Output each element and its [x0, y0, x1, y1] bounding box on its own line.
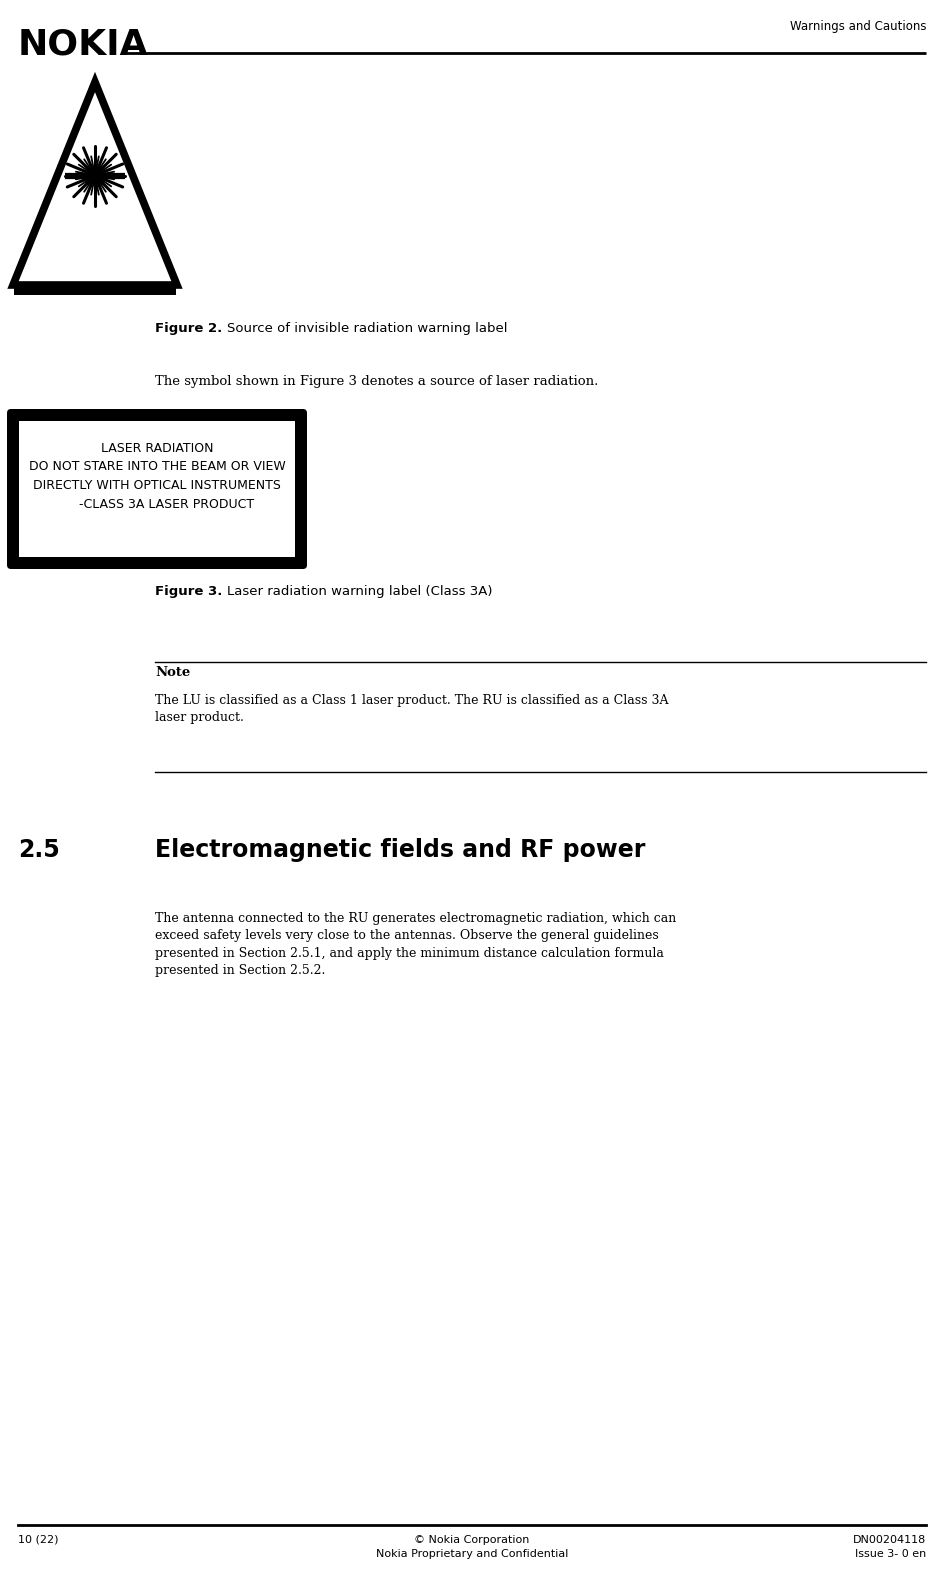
Text: The LU is classified as a Class 1 laser product. The RU is classified as a Class: The LU is classified as a Class 1 laser …: [155, 694, 668, 725]
FancyBboxPatch shape: [7, 409, 307, 570]
Text: Electromagnetic fields and RF power: Electromagnetic fields and RF power: [155, 838, 646, 862]
Text: DN00204118
Issue 3- 0 en: DN00204118 Issue 3- 0 en: [852, 1535, 926, 1559]
Text: Source of invisible radiation warning label: Source of invisible radiation warning la…: [227, 322, 508, 335]
Text: The symbol shown in Figure 3 denotes a source of laser radiation.: The symbol shown in Figure 3 denotes a s…: [155, 375, 598, 388]
Text: 10 (22): 10 (22): [18, 1535, 59, 1545]
Text: LASER RADIATION
DO NOT STARE INTO THE BEAM OR VIEW
DIRECTLY WITH OPTICAL INSTRUM: LASER RADIATION DO NOT STARE INTO THE BE…: [28, 442, 285, 511]
Text: Laser radiation warning label (Class 3A): Laser radiation warning label (Class 3A): [227, 586, 493, 598]
Circle shape: [91, 171, 99, 180]
Text: Figure 3.: Figure 3.: [155, 586, 223, 598]
Text: The antenna connected to the RU generates electromagnetic radiation, which can
e: The antenna connected to the RU generate…: [155, 911, 676, 977]
Text: 2.5: 2.5: [18, 838, 59, 862]
Polygon shape: [14, 286, 176, 295]
Text: Figure 2.: Figure 2.: [155, 322, 222, 335]
Text: Note: Note: [155, 666, 191, 678]
FancyBboxPatch shape: [19, 421, 295, 557]
Text: © Nokia Corporation
Nokia Proprietary and Confidential: © Nokia Corporation Nokia Proprietary an…: [376, 1535, 568, 1559]
Text: Warnings and Cautions: Warnings and Cautions: [789, 21, 926, 34]
Polygon shape: [13, 81, 177, 286]
Text: NOKIA: NOKIA: [18, 29, 148, 62]
